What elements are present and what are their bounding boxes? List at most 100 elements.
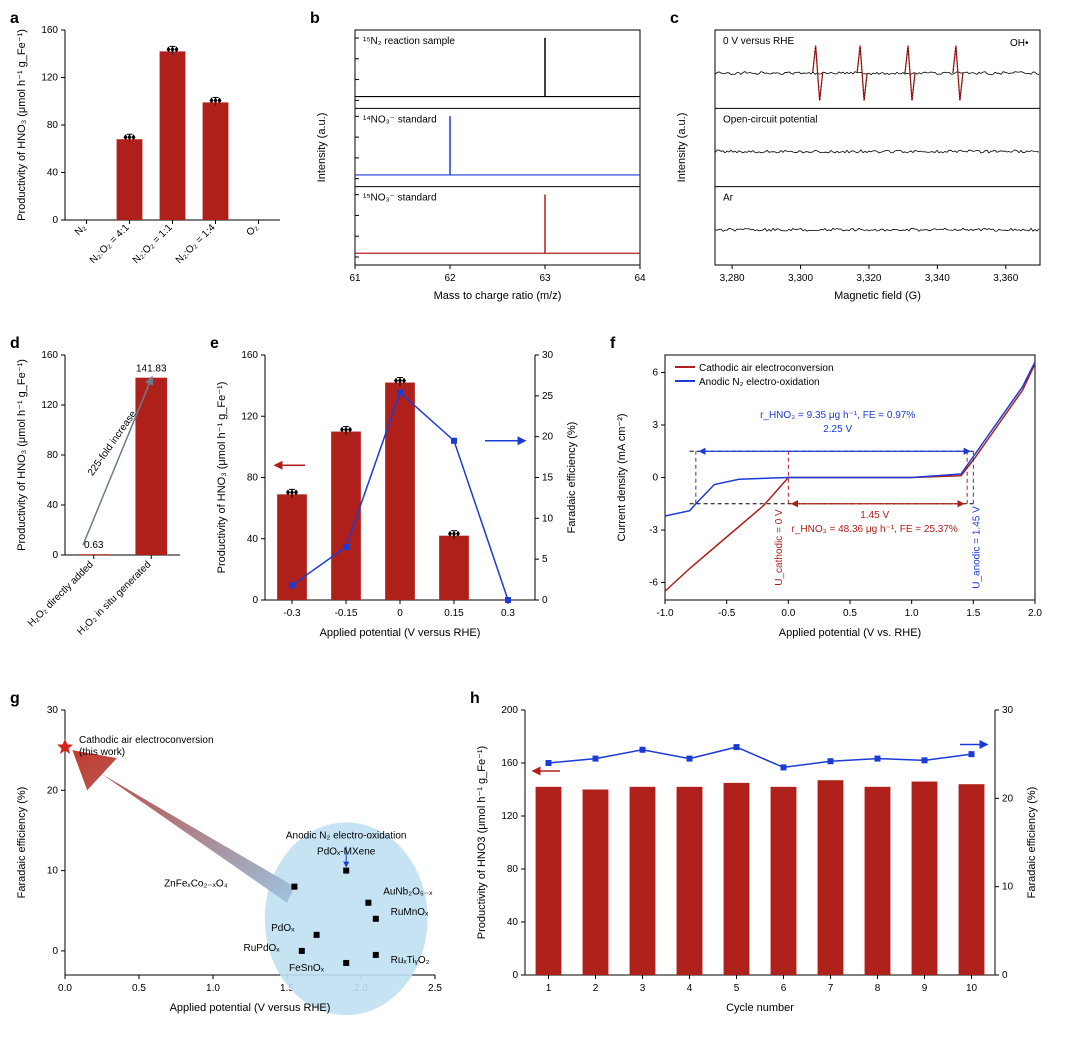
svg-text:Mass to charge ratio (m/z): Mass to charge ratio (m/z): [434, 290, 562, 302]
panel-b-label: b: [310, 10, 320, 28]
svg-text:Magnetic field (G): Magnetic field (G): [834, 290, 921, 302]
svg-text:20: 20: [1002, 793, 1014, 804]
svg-text:Faradaic efficiency (%): Faradaic efficiency (%): [1026, 787, 1038, 899]
svg-text:5: 5: [542, 554, 548, 565]
svg-text:200: 200: [501, 705, 518, 716]
svg-text:120: 120: [41, 400, 58, 411]
svg-text:AuNb₂O₅₋ₓ: AuNb₂O₅₋ₓ: [383, 887, 433, 898]
svg-text:0: 0: [52, 215, 58, 226]
svg-text:Faradaic efficiency (%): Faradaic efficiency (%): [566, 422, 578, 534]
svg-text:20: 20: [47, 785, 59, 796]
svg-text:3,320: 3,320: [856, 273, 881, 284]
svg-text:10: 10: [966, 983, 978, 994]
svg-text:225-fold increase: 225-fold increase: [86, 409, 139, 479]
chart-g: 0.00.51.01.52.02.50102030Cathodic air el…: [10, 690, 450, 1030]
panel-e: e 04080120160051015202530-0.3-0.1500.150…: [210, 335, 590, 655]
panel-g-label: g: [10, 690, 20, 708]
svg-text:80: 80: [247, 473, 259, 484]
svg-text:61: 61: [349, 273, 361, 284]
svg-text:0: 0: [52, 946, 58, 957]
svg-text:0: 0: [1002, 970, 1008, 981]
svg-text:64: 64: [634, 273, 646, 284]
svg-text:-1.0: -1.0: [656, 608, 674, 619]
svg-text:5: 5: [734, 983, 740, 994]
svg-text:120: 120: [241, 411, 258, 422]
svg-text:2.0: 2.0: [1028, 608, 1042, 619]
panel-c-label: c: [670, 10, 679, 28]
svg-text:Faradaic efficiency (%): Faradaic efficiency (%): [16, 787, 28, 899]
svg-text:RuPdOₓ: RuPdOₓ: [244, 943, 281, 954]
svg-text:3: 3: [652, 420, 658, 431]
svg-text:80: 80: [47, 120, 59, 131]
panel-b: b ¹⁵N₂ reaction sample¹⁴NO₃⁻ standard¹⁵N…: [310, 10, 650, 310]
panel-f: f -1.0-0.50.00.51.01.52.0-6-3036r_HNO₃ =…: [610, 335, 1050, 655]
svg-text:10: 10: [542, 513, 554, 524]
svg-text:3,360: 3,360: [993, 273, 1018, 284]
panel-a-label: a: [10, 10, 19, 28]
svg-text:-0.3: -0.3: [283, 608, 301, 619]
svg-text:30: 30: [1002, 705, 1014, 716]
chart-c: OH•0 V versus RHEOpen-circuit potentialA…: [670, 10, 1050, 310]
svg-text:r_HNO₃ = 9.35 μg h⁻¹, FE = 0.9: r_HNO₃ = 9.35 μg h⁻¹, FE = 0.97%: [760, 410, 915, 421]
svg-text:O₂: O₂: [245, 222, 261, 238]
svg-text:3,300: 3,300: [788, 273, 813, 284]
svg-text:63: 63: [539, 273, 551, 284]
svg-text:15: 15: [542, 473, 554, 484]
svg-text:Productivity of HNO₃ (μmol h⁻¹: Productivity of HNO₃ (μmol h⁻¹ g_Fe⁻¹): [216, 382, 228, 574]
svg-text:0: 0: [652, 473, 658, 484]
svg-text:2.25 V: 2.25 V: [823, 424, 852, 435]
svg-text:6: 6: [781, 983, 787, 994]
panel-g: g 0.00.51.01.52.02.50102030Cathodic air …: [10, 690, 450, 1030]
svg-text:0.0: 0.0: [58, 983, 72, 994]
svg-text:0: 0: [52, 550, 58, 561]
svg-text:80: 80: [47, 450, 59, 461]
svg-text:Anodic N₂ electro-oxidation: Anodic N₂ electro-oxidation: [286, 830, 407, 841]
svg-text:160: 160: [41, 350, 58, 361]
svg-text:0: 0: [542, 595, 548, 606]
svg-text:¹⁴NO₃⁻ standard: ¹⁴NO₃⁻ standard: [363, 114, 437, 125]
svg-text:62: 62: [444, 273, 456, 284]
svg-text:Applied potential (V versus RH: Applied potential (V versus RHE): [320, 627, 481, 639]
svg-text:141.83: 141.83: [136, 364, 167, 375]
svg-text:U_cathodic = 0 V: U_cathodic = 0 V: [774, 509, 785, 586]
svg-text:ZnFeₓCo₂₋ₓO₄: ZnFeₓCo₂₋ₓO₄: [164, 879, 228, 890]
svg-text:Productivity of HNO₃ (μmol h⁻¹: Productivity of HNO₃ (μmol h⁻¹ g_Fe⁻¹): [16, 359, 28, 551]
panel-c: c OH•0 V versus RHEOpen-circuit potentia…: [670, 10, 1050, 310]
svg-text:PdOₓ-MXene: PdOₓ-MXene: [317, 847, 376, 858]
svg-text:10: 10: [1002, 882, 1014, 893]
svg-text:0: 0: [252, 595, 258, 606]
svg-text:Applied potential (V versus RH: Applied potential (V versus RHE): [170, 1002, 331, 1014]
svg-text:2.5: 2.5: [428, 983, 442, 994]
chart-f: -1.0-0.50.00.51.01.52.0-6-3036r_HNO₃ = 9…: [610, 335, 1050, 655]
svg-text:-3: -3: [649, 525, 658, 536]
svg-text:0.5: 0.5: [843, 608, 857, 619]
svg-text:120: 120: [41, 73, 58, 84]
svg-text:0.63: 0.63: [84, 540, 104, 551]
svg-text:Intensity (a.u.): Intensity (a.u.): [316, 113, 328, 183]
svg-text:10: 10: [47, 866, 59, 877]
svg-text:40: 40: [247, 534, 259, 545]
svg-text:Current density (mA cm⁻²): Current density (mA cm⁻²): [616, 413, 628, 541]
svg-text:RuₓTiᵧO₂: RuₓTiᵧO₂: [391, 955, 430, 966]
panel-h-label: h: [470, 690, 480, 708]
svg-text:Open-circuit potential: Open-circuit potential: [723, 114, 818, 125]
svg-text:0.15: 0.15: [444, 608, 464, 619]
svg-text:PdOₓ: PdOₓ: [271, 923, 295, 934]
svg-text:Applied potential (V vs. RHE): Applied potential (V vs. RHE): [779, 627, 921, 639]
svg-text:30: 30: [542, 350, 554, 361]
panel-d-label: d: [10, 335, 20, 353]
svg-text:40: 40: [47, 500, 59, 511]
svg-text:120: 120: [501, 811, 518, 822]
svg-text:U_anodic = 1.45 V: U_anodic = 1.45 V: [972, 506, 983, 589]
svg-text:1.5: 1.5: [966, 608, 980, 619]
svg-text:Intensity (a.u.): Intensity (a.u.): [676, 113, 688, 183]
svg-text:-0.5: -0.5: [718, 608, 736, 619]
chart-d: 040801201600.63H₂O₂ directly added141.83…: [10, 335, 190, 655]
svg-text:0: 0: [512, 970, 518, 981]
chart-b: ¹⁵N₂ reaction sample¹⁴NO₃⁻ standard¹⁵NO₃…: [310, 10, 650, 310]
panel-d: d 040801201600.63H₂O₂ directly added141.…: [10, 335, 190, 655]
svg-text:6: 6: [652, 368, 658, 379]
panel-h: h 04080120160200010203012345678910Cycle …: [470, 690, 1050, 1030]
svg-text:9: 9: [922, 983, 928, 994]
svg-text:3,280: 3,280: [720, 273, 745, 284]
